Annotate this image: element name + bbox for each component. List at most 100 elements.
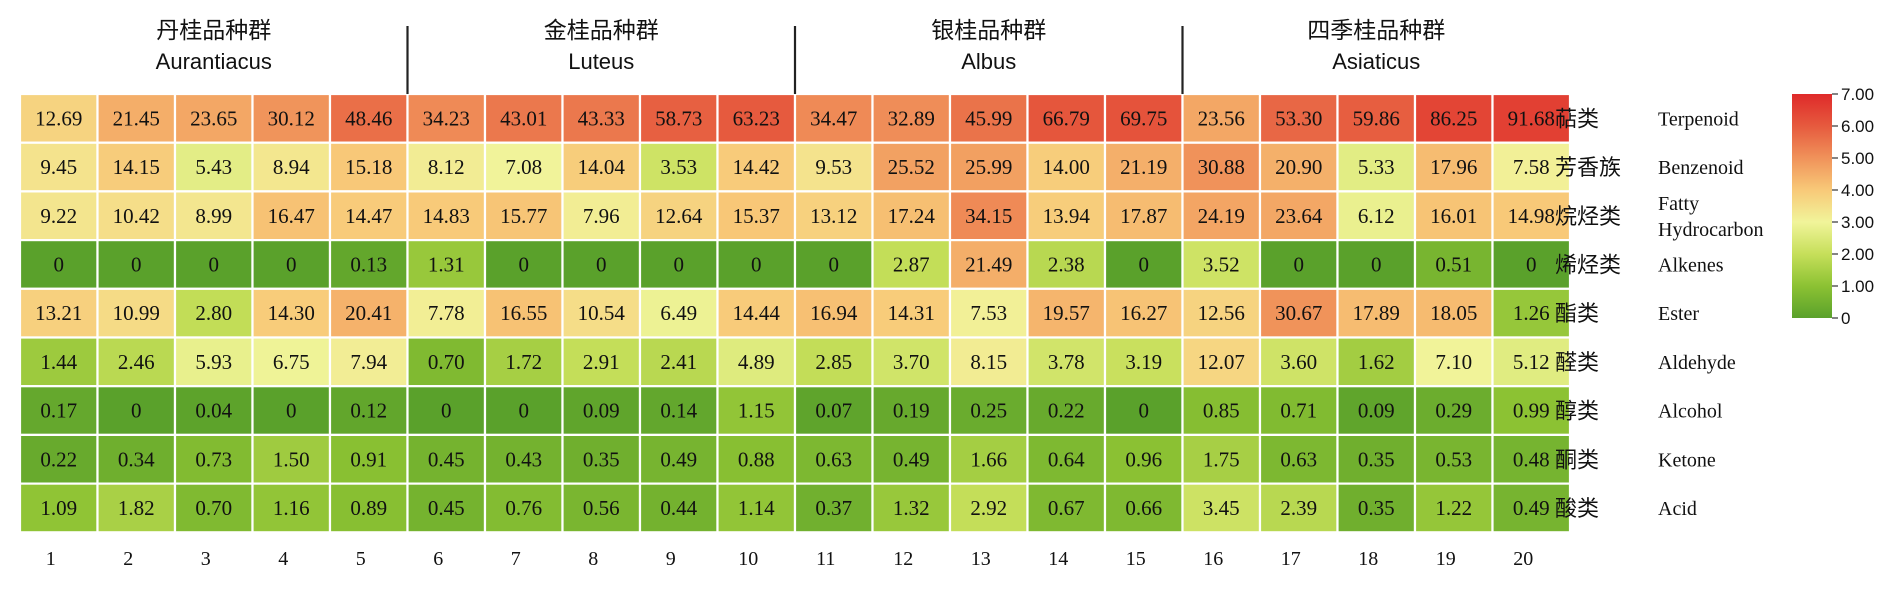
heatmap-cell (18, 385, 99, 437)
legend-tick-label: 2.00 (1841, 245, 1874, 264)
row-label-cn: 醇类 (1555, 400, 1599, 425)
cell-value-label: 2.41 (660, 350, 697, 374)
cell-value-label: 2.80 (195, 301, 232, 325)
row-label-en: Alkenes (1658, 254, 1724, 276)
cell-value-label: 15.77 (500, 204, 547, 228)
cell-value-label: 0.53 (1435, 447, 1472, 471)
heatmap-cell (483, 239, 564, 290)
cell-value-label: 5.43 (195, 155, 232, 179)
heatmap-cell (406, 239, 487, 290)
cell-value-label: 0.34 (118, 447, 155, 471)
cell-value-label: 15.37 (733, 204, 780, 228)
cell-value-label: 34.23 (423, 106, 470, 130)
cell-value-label: 17.96 (1430, 155, 1477, 179)
heatmap-cell (561, 190, 642, 242)
cell-value-label: 25.99 (965, 155, 1012, 179)
heatmap-cell (871, 239, 952, 290)
heatmap-cell (1413, 482, 1494, 534)
heatmap-cell (1491, 239, 1572, 290)
cell-value-label: 21.19 (1120, 155, 1167, 179)
heatmap-cell (18, 92, 99, 144)
row-label-en: Ester (1658, 303, 1699, 325)
cell-value-label: 2.46 (118, 350, 155, 374)
cell-value-label: 0.67 (1048, 496, 1085, 520)
heatmap-cell (1258, 239, 1339, 290)
cell-value-label: 1.31 (428, 252, 465, 276)
cell-value-label: 12.64 (655, 204, 703, 228)
heatmap-cell (173, 482, 254, 534)
cell-value-label: 17.89 (1353, 301, 1400, 325)
cell-value-label: 86.25 (1430, 106, 1477, 130)
cell-value-label: 7.10 (1435, 350, 1472, 374)
cell-value-label: 20.41 (345, 301, 392, 325)
cell-value-label: 0.51 (1435, 252, 1472, 276)
cell-value-label: 53.30 (1275, 106, 1322, 130)
cell-value-label: 3.60 (1280, 350, 1317, 374)
cell-value-label: 0.22 (40, 447, 77, 471)
row-label-cn: 酮类 (1555, 448, 1599, 473)
heatmap-cell (716, 190, 797, 242)
row-label-en: Aldehyde (1658, 352, 1736, 374)
cell-value-label: 1.75 (1203, 447, 1240, 471)
cell-value-label: 1.16 (273, 496, 310, 520)
cell-value-label: 23.56 (1198, 106, 1245, 130)
cell-value-label: 25.52 (888, 155, 935, 179)
heatmap-cell (561, 92, 642, 144)
heatmap-cell (1103, 190, 1184, 242)
row-label-cn: 烷烃类 (1555, 205, 1621, 230)
heatmap-cell (1181, 336, 1262, 388)
cell-value-label: 0.76 (505, 496, 542, 520)
cell-value-label: 0.35 (583, 447, 620, 471)
cell-value-label: 0.04 (195, 399, 232, 423)
cell-value-label: 6.49 (660, 301, 697, 325)
legend-tick-label: 4.00 (1841, 181, 1874, 200)
column-label: 6 (433, 548, 443, 570)
cell-value-label: 0.56 (583, 496, 620, 520)
heatmap-cell (406, 92, 487, 144)
heatmap-cell (1103, 287, 1184, 339)
cell-value-label: 0.73 (195, 447, 232, 471)
column-label: 2 (123, 548, 133, 570)
heatmap-cell (18, 239, 99, 290)
column-label: 5 (356, 548, 366, 570)
cell-value-label: 32.89 (888, 106, 935, 130)
cell-value-label: 0 (751, 252, 762, 276)
legend-tick-label: 3.00 (1841, 213, 1874, 232)
cell-value-label: 1.26 (1513, 301, 1550, 325)
heatmap-cell (871, 482, 952, 534)
heatmap-cell (1026, 190, 1107, 242)
heatmap-cell (328, 433, 409, 485)
cell-value-label: 17.87 (1120, 204, 1167, 228)
cell-value-label: 63.23 (733, 106, 780, 130)
cell-value-label: 9.53 (815, 155, 852, 179)
heatmap-cell (716, 92, 797, 144)
legend-tick-label: 5.00 (1841, 149, 1874, 168)
heatmap-cell (793, 190, 874, 242)
heatmap-cell (1413, 239, 1494, 290)
column-label: 8 (588, 548, 598, 570)
cell-value-label: 7.08 (505, 155, 542, 179)
cell-value-label: 0 (596, 252, 607, 276)
heatmap-cell (561, 287, 642, 339)
heatmap-cell (328, 287, 409, 339)
cell-value-label: 14.04 (578, 155, 626, 179)
heatmap-cell (561, 239, 642, 290)
cell-value-label: 14.00 (1043, 155, 1090, 179)
cell-value-label: 5.93 (195, 350, 232, 374)
cell-value-label: 7.78 (428, 301, 465, 325)
heatmap-cell (483, 141, 564, 193)
cell-value-label: 0.91 (350, 447, 387, 471)
column-label: 7 (511, 548, 521, 570)
heatmap-cell (1103, 239, 1184, 290)
heatmap-cell (406, 190, 487, 242)
cell-value-label: 0 (674, 252, 685, 276)
group-title-cn: 丹桂品种群 (156, 18, 271, 44)
cell-value-label: 17.24 (888, 204, 936, 228)
cell-value-label: 3.19 (1125, 350, 1162, 374)
heatmap-cell (96, 433, 177, 485)
cell-value-label: 0 (1294, 252, 1305, 276)
cell-value-label: 0.64 (1048, 447, 1085, 471)
cell-value-label: 0 (1139, 252, 1150, 276)
heatmap-cell (1413, 190, 1494, 242)
cell-value-label: 34.15 (965, 204, 1012, 228)
